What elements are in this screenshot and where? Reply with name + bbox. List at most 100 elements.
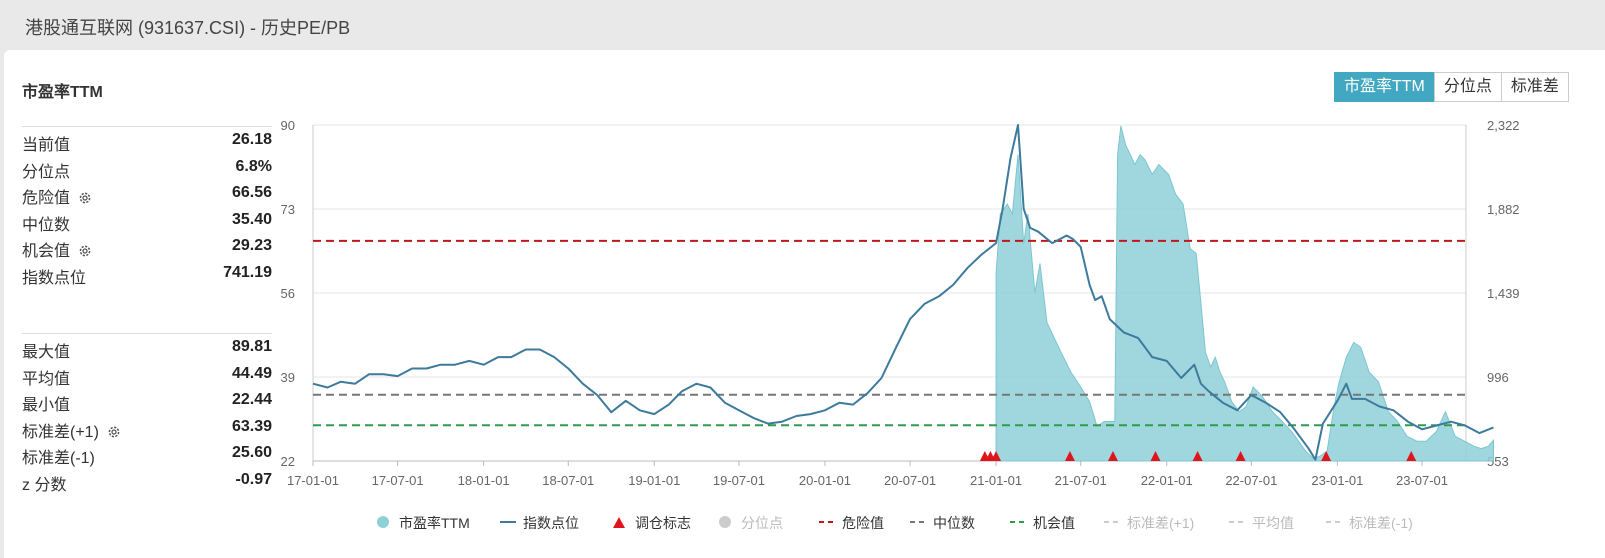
x-tick-label: 19-01-01 <box>628 473 680 488</box>
stat-row: 中位数 35.40 <box>22 207 272 234</box>
y-left-tick-label: 39 <box>281 370 295 385</box>
stat-row: 平均值 44.49 <box>22 361 272 388</box>
stat-value: 44.49 <box>231 364 272 382</box>
stat-label-text: 危险值 <box>22 190 71 207</box>
y-left-tick-label: 73 <box>281 202 295 217</box>
stat-value: 66.56 <box>231 184 272 201</box>
stat-row: 标准差(-1) 25.60 <box>22 440 272 467</box>
stat-label-text: 最小值 <box>22 397 71 414</box>
stat-label-text: 标准差(-1) <box>22 450 95 467</box>
legend-label: 标准差(+1) <box>1127 515 1195 531</box>
x-tick-label: 19-07-01 <box>713 473 765 488</box>
legend-label: 中位数 <box>933 515 975 531</box>
stat-label-text: 标准差(+1) <box>22 423 99 441</box>
stat-value: 25.60 <box>231 444 272 461</box>
stat-label-text: 当前值 <box>22 137 71 154</box>
rebalance-marker <box>991 451 1002 461</box>
stat-label-text: 最大值 <box>22 344 71 361</box>
pe-area-series <box>995 125 1494 462</box>
x-tick-label: 21-07-01 <box>1055 473 1107 488</box>
settings-gear-icon[interactable] <box>78 244 92 263</box>
stat-label: 最小值 <box>22 391 70 415</box>
settings-gear-icon[interactable] <box>107 425 121 444</box>
stat-value: -0.97 <box>235 470 272 488</box>
rebalance-marker <box>1107 451 1118 461</box>
stat-row: 分位点 6.8% <box>22 154 272 181</box>
tab-1[interactable]: 分位点 <box>1433 72 1502 102</box>
stat-label-text: 中位数 <box>22 216 71 234</box>
legend-label: 市盈率TTM <box>399 515 470 531</box>
stat-label: z 分数 <box>22 471 66 495</box>
y-left-tick-label: 22 <box>281 454 295 469</box>
header-bar: 港股通互联网 (931637.CSI) - 历史PE/PB <box>0 0 1605 50</box>
stat-value: 22.44 <box>231 391 272 408</box>
rebalance-marker <box>1064 451 1075 461</box>
y-left-tick-label: 90 <box>281 118 295 133</box>
y-left-tick-label: 56 <box>281 286 295 301</box>
stat-value: 63.39 <box>231 417 272 435</box>
rebalance-marker <box>1321 451 1332 461</box>
stat-row: 最大值 89.81 <box>22 334 272 361</box>
rebalance-marker <box>1150 451 1161 461</box>
stat-label: 机会值 <box>22 237 92 263</box>
stats-current: 当前值 26.18 分位点 6.8% 危险值 66.56 中位数 35.40 机会值 29.23 指… <box>22 126 272 287</box>
stat-row: 当前值 26.18 <box>22 127 272 154</box>
settings-gear-icon[interactable] <box>78 191 92 210</box>
chart-card <box>4 50 1605 558</box>
index-line-series <box>312 124 1494 461</box>
x-tick-label: 22-07-01 <box>1225 473 1277 488</box>
x-tick-label: 18-01-01 <box>458 473 510 488</box>
stat-value: 6.8% <box>235 157 272 175</box>
legend-label: 指数点位 <box>523 515 579 531</box>
stat-label: 标准差(-1) <box>22 444 95 468</box>
stat-label: 标准差(+1) <box>22 418 121 444</box>
legend-label: 机会值 <box>1033 515 1075 531</box>
x-tick-label: 17-01-01 <box>287 473 339 488</box>
stat-label-text: 机会值 <box>22 243 71 260</box>
stat-row: z 分数 -0.97 <box>22 467 272 494</box>
stat-label: 当前值 <box>22 131 70 155</box>
legend-label: 平均值 <box>1252 515 1294 531</box>
x-tick-label: 17-07-01 <box>372 473 424 488</box>
legend-label: 调仓标志 <box>635 515 691 531</box>
stats-summary: 最大值 89.81 平均值 44.49 最小值 22.44 标准差(+1) 63.39 标准差(… <box>22 333 272 494</box>
x-tick-label: 22-01-01 <box>1141 473 1193 488</box>
stat-row: 机会值 29.23 <box>22 233 272 260</box>
stat-row: 指数点位 741.19 <box>22 260 272 287</box>
stat-label: 分位点 <box>22 158 70 182</box>
stat-label-text: z 分数 <box>22 476 67 494</box>
stat-label-text: 分位点 <box>22 163 71 181</box>
stat-label: 中位数 <box>22 211 70 235</box>
stat-value: 89.81 <box>231 338 272 355</box>
stat-label: 危险值 <box>22 184 92 210</box>
stat-value: 29.23 <box>231 237 272 254</box>
stat-label-text: 平均值 <box>22 370 71 388</box>
x-tick-label: 20-01-01 <box>799 473 851 488</box>
stat-value: 741.19 <box>223 263 272 281</box>
x-tick-label: 20-07-01 <box>884 473 936 488</box>
stat-value: 26.18 <box>231 131 272 148</box>
x-tick-label: 21-01-01 <box>970 473 1022 488</box>
stat-label-text: 指数点位 <box>22 269 87 287</box>
legend-label: 危险值 <box>842 515 884 531</box>
legend-label: 分位点 <box>741 515 783 531</box>
rebalance-marker <box>1406 451 1417 461</box>
x-tick-label: 23-01-01 <box>1311 473 1363 488</box>
tab-2[interactable]: 标准差 <box>1500 72 1569 102</box>
x-tick-label: 23-07-01 <box>1396 473 1448 488</box>
y-right-tick-label: 1,882 <box>1487 202 1520 217</box>
section-title: 市盈率TTM <box>22 84 103 101</box>
legend-label: 标准差(-1) <box>1349 515 1413 531</box>
y-right-tick-label: 996 <box>1487 370 1509 385</box>
y-right-tick-label: 2,322 <box>1487 118 1520 133</box>
metric-tabs: 市盈率TTM 分位点 标准差 <box>1334 72 1569 102</box>
stat-label: 指数点位 <box>22 264 86 288</box>
tab-0[interactable]: 市盈率TTM <box>1334 72 1435 102</box>
stat-label: 平均值 <box>22 365 70 389</box>
stat-row: 标准差(+1) 63.39 <box>22 414 272 441</box>
x-tick-label: 18-07-01 <box>542 473 594 488</box>
stat-row: 最小值 22.44 <box>22 387 272 414</box>
stat-value: 35.40 <box>231 210 272 228</box>
stat-label: 最大值 <box>22 338 70 362</box>
